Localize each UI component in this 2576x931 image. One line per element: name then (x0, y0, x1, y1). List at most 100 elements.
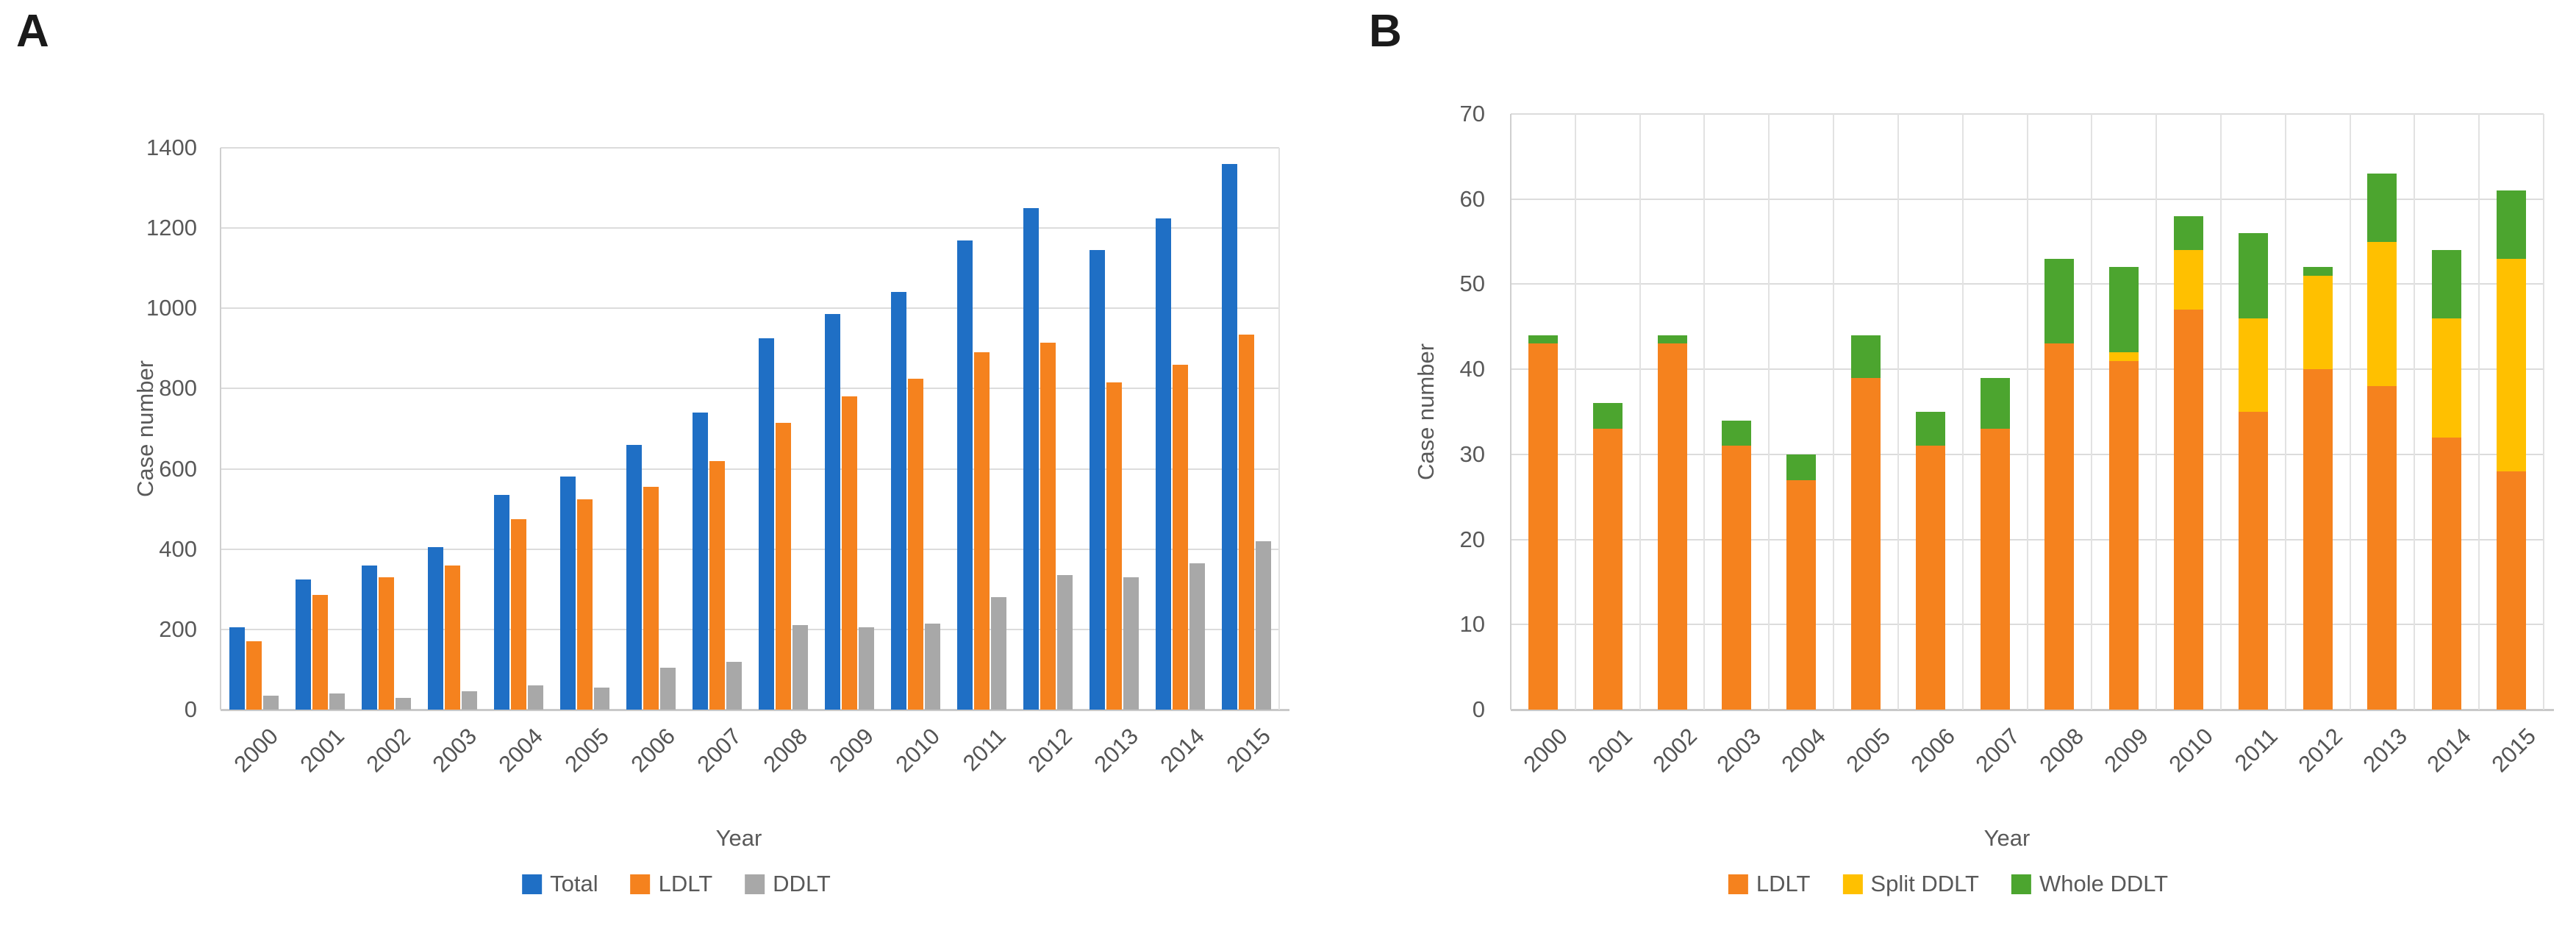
bar-ddlt-2005 (593, 687, 609, 710)
gridline-vertical (1768, 114, 1770, 710)
y-tick-label: 0 (1472, 696, 1485, 722)
x-tick-label: 2010 (890, 723, 945, 777)
gridline-vertical (1961, 114, 1964, 710)
y-axis-line (1510, 114, 1511, 710)
legend-label: Split DDLT (1870, 871, 1979, 896)
bar-segment-whole-ddlt-2013 (2367, 174, 2397, 242)
x-tick-label: 2014 (1155, 723, 1210, 777)
panel-a-letter: A (16, 6, 49, 57)
gridline (221, 147, 1279, 149)
bar-segment-whole-ddlt-2005 (1850, 335, 1881, 378)
x-tick-label: 2003 (427, 723, 482, 777)
gridline (221, 227, 1279, 229)
bar-ldlt-2001 (312, 595, 328, 710)
gridline-vertical (1897, 114, 1899, 710)
bar-total-2000 (229, 627, 245, 710)
x-tick-label: 2009 (2099, 723, 2154, 777)
bar-ddlt-2006 (659, 667, 676, 710)
y-tick-label: 400 (159, 535, 197, 562)
bar-segment-whole-ddlt-2006 (1915, 412, 1945, 446)
bar-ldlt-2011 (973, 352, 990, 710)
bar-ldlt-2000 (246, 641, 262, 710)
gridline-vertical (2414, 114, 2416, 710)
x-tick-label: 2013 (2357, 723, 2412, 777)
x-tick-label: 2002 (361, 723, 416, 777)
bar-segment-split-ddlt-2013 (2367, 241, 2397, 387)
gridline-vertical (1639, 114, 1641, 710)
bar-segment-ldlt-2011 (2238, 412, 2268, 710)
x-tick-label: 2013 (1089, 723, 1144, 777)
bar-total-2011 (956, 240, 973, 710)
bar-segment-split-ddlt-2009 (2109, 352, 2139, 361)
bar-segment-ldlt-2000 (1528, 343, 1558, 710)
bar-ddlt-2013 (1123, 577, 1139, 710)
x-tick-label: 2003 (1711, 723, 1767, 777)
bar-total-2005 (559, 477, 576, 710)
legend-label: LDLT (1756, 871, 1811, 896)
x-tick-label: 2004 (1776, 723, 1831, 777)
legend-item-ddlt: DDLT (745, 871, 831, 897)
bar-total-2001 (295, 579, 311, 710)
x-tick-label: 2007 (692, 723, 747, 777)
x-tick-label: 2011 (2229, 723, 2283, 777)
bar-segment-split-ddlt-2010 (2174, 250, 2204, 310)
bar-ddlt-2002 (395, 697, 411, 710)
bar-total-2004 (493, 495, 509, 710)
bar-segment-ldlt-2012 (2303, 369, 2333, 710)
bar-ldlt-2003 (444, 565, 460, 710)
legend-swatch-icon (1842, 874, 1863, 894)
bar-total-2006 (626, 444, 642, 710)
y-tick-label: 1000 (146, 295, 197, 321)
bar-segment-split-ddlt-2012 (2303, 275, 2333, 370)
gridline (221, 628, 1279, 630)
bar-ldlt-2008 (775, 422, 791, 710)
bar-total-2010 (890, 292, 906, 710)
gridline-vertical (1833, 114, 1835, 710)
x-tick-label: 2012 (2293, 723, 2347, 777)
legend-item-total: Total (522, 871, 598, 897)
bar-segment-ldlt-2007 (1980, 429, 2010, 710)
x-axis-baseline (221, 709, 1289, 711)
bar-segment-whole-ddlt-2003 (1722, 420, 1752, 446)
y-tick-label: 20 (1459, 526, 1485, 552)
legend-label: Total (550, 871, 598, 896)
bar-ddlt-2000 (262, 695, 279, 710)
bar-segment-ldlt-2008 (2044, 343, 2075, 710)
bar-segment-whole-ddlt-2014 (2432, 250, 2462, 318)
panel-b-letter: B (1369, 6, 1402, 57)
y-tick-label: 1400 (146, 135, 197, 160)
x-tick-label: 2011 (958, 723, 1012, 777)
y-tick-label: 200 (159, 616, 197, 642)
bar-ldlt-2006 (643, 487, 659, 710)
x-tick-label: 2015 (2486, 723, 2541, 777)
bar-segment-whole-ddlt-2007 (1980, 377, 2010, 429)
bar-ldlt-2012 (1040, 342, 1056, 710)
y-tick-label: 70 (1459, 101, 1485, 126)
x-tick-label: 2006 (1906, 723, 1960, 777)
bar-ddlt-2014 (1189, 563, 1205, 710)
bar-total-2002 (361, 565, 377, 710)
panel-b-x-axis-title: Year (1983, 825, 2031, 851)
bar-ldlt-2005 (576, 499, 593, 710)
gridline-vertical (2543, 114, 2544, 710)
bar-segment-whole-ddlt-2009 (2109, 267, 2139, 352)
legend-item-split-ddlt: Split DDLT (1842, 871, 1979, 897)
bar-segment-whole-ddlt-2000 (1528, 335, 1558, 344)
panel-a-x-axis-title: Year (715, 825, 762, 851)
x-tick-label: 2007 (1970, 723, 2025, 777)
x-axis-baseline (1511, 709, 2554, 711)
bar-ddlt-2015 (1255, 541, 1271, 710)
x-tick-label: 2000 (1518, 723, 1573, 777)
y-tick-label: 40 (1459, 356, 1485, 382)
bar-segment-whole-ddlt-2008 (2044, 258, 2075, 344)
y-tick-label: 50 (1459, 271, 1485, 297)
bar-ldlt-2009 (841, 396, 857, 710)
gridline-vertical (2155, 114, 2158, 710)
gridline-vertical (2478, 114, 2480, 710)
bar-ddlt-2007 (726, 661, 742, 710)
panel-b-legend: LDLT Split DDLT Whole DDLT (1728, 871, 2168, 897)
legend-swatch-icon (745, 874, 765, 894)
legend-swatch-icon (1728, 874, 1748, 894)
bar-total-2007 (692, 413, 708, 710)
bar-segment-ldlt-2015 (2497, 471, 2527, 710)
